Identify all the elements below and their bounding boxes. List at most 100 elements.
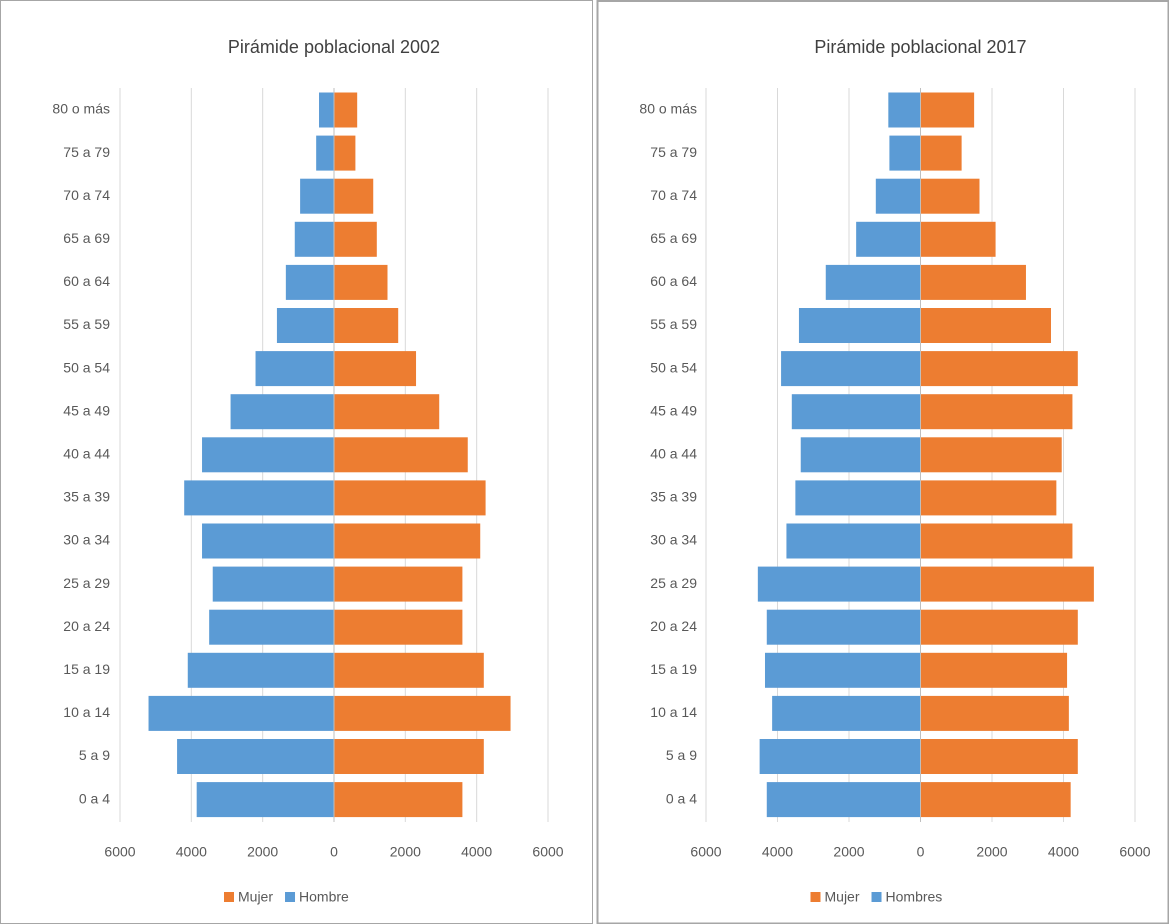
y-tick-label: 15 a 19: [650, 661, 697, 677]
y-tick-label: 80 o más: [639, 101, 697, 117]
bar: [300, 178, 334, 214]
y-tick-label: 75 a 79: [63, 144, 110, 160]
bar: [920, 480, 1057, 516]
bar: [334, 178, 374, 214]
y-tick-label: 45 a 49: [650, 402, 697, 418]
bar: [920, 92, 975, 128]
bar: [202, 437, 334, 473]
bar: [334, 351, 417, 387]
bar: [334, 480, 486, 516]
bar: [209, 609, 334, 645]
bar: [334, 523, 481, 559]
bar: [285, 264, 334, 300]
bar: [334, 652, 484, 688]
bar: [148, 695, 334, 731]
bar: [202, 523, 334, 559]
bar: [334, 394, 440, 430]
y-tick-label: 20 a 24: [63, 618, 110, 634]
y-tick-label: 60 a 64: [650, 273, 697, 289]
y-tick-label: 0 a 4: [666, 790, 697, 806]
legend-swatch: [285, 892, 296, 902]
x-tick-label: 0: [330, 844, 338, 860]
bar: [781, 351, 921, 387]
legend-label: Hombres: [886, 889, 943, 905]
bar: [800, 437, 921, 473]
bar: [334, 609, 463, 645]
bar: [875, 178, 921, 214]
bar: [212, 566, 334, 602]
bar: [889, 135, 921, 171]
y-tick-label: 70 a 74: [63, 187, 110, 203]
y-tick-label: 25 a 29: [63, 575, 110, 591]
legend-label: Mujer: [825, 889, 860, 905]
x-tick-label: 4000: [1048, 844, 1079, 860]
y-tick-label: 30 a 34: [650, 532, 697, 548]
x-tick-label: 2000: [833, 844, 864, 860]
y-tick-label: 15 a 19: [63, 661, 110, 677]
chart-title: Pirámide poblacional 2017: [814, 37, 1026, 57]
bar: [184, 480, 334, 516]
bar: [920, 782, 1071, 818]
x-tick-label: 2000: [390, 844, 421, 860]
x-tick-label: 2000: [247, 844, 278, 860]
bar: [920, 566, 1094, 602]
bar: [786, 523, 921, 559]
y-tick-label: 20 a 24: [650, 618, 697, 634]
y-tick-label: 10 a 14: [63, 704, 110, 720]
bar: [920, 437, 1062, 473]
bar: [798, 308, 921, 343]
y-tick-label: 50 a 54: [650, 359, 697, 375]
bar: [230, 394, 334, 430]
legend-label: Hombre: [299, 889, 349, 905]
bar: [920, 394, 1073, 430]
bar: [316, 135, 334, 171]
bar: [920, 652, 1068, 688]
legend-swatch: [810, 892, 821, 902]
bar: [334, 437, 468, 473]
bar: [825, 264, 921, 300]
y-tick-label: 65 a 69: [63, 230, 110, 246]
legend-swatch: [871, 892, 882, 902]
bar: [766, 782, 921, 818]
bar: [764, 652, 921, 688]
y-tick-label: 0 a 4: [79, 790, 110, 806]
y-tick-label: 35 a 39: [650, 489, 697, 505]
bar: [920, 264, 1026, 300]
y-tick-label: 75 a 79: [650, 144, 697, 160]
x-tick-label: 2000: [976, 844, 1007, 860]
x-tick-label: 6000: [690, 844, 721, 860]
bar: [888, 92, 921, 128]
legend-label: Mujer: [238, 889, 273, 905]
y-tick-label: 45 a 49: [63, 402, 110, 418]
bar: [276, 308, 334, 343]
y-tick-label: 55 a 59: [63, 316, 110, 332]
y-tick-label: 30 a 34: [63, 532, 110, 548]
chart-title: Pirámide poblacional 2002: [228, 37, 440, 57]
x-tick-label: 0: [917, 844, 925, 860]
bar: [920, 178, 980, 214]
bar: [187, 652, 334, 688]
bar: [920, 695, 1069, 731]
x-tick-label: 4000: [762, 844, 793, 860]
y-tick-label: 40 a 44: [650, 446, 697, 462]
bar: [334, 92, 358, 128]
x-tick-label: 4000: [461, 844, 492, 860]
bar: [334, 308, 399, 343]
x-tick-label: 6000: [104, 844, 135, 860]
y-tick-label: 10 a 14: [650, 704, 697, 720]
bar: [757, 566, 921, 602]
x-tick-label: 6000: [532, 844, 563, 860]
bar: [795, 480, 921, 516]
x-tick-label: 4000: [176, 844, 207, 860]
bar: [334, 695, 511, 731]
y-tick-label: 50 a 54: [63, 359, 110, 375]
y-tick-label: 55 a 59: [650, 316, 697, 332]
bar: [920, 351, 1078, 387]
bar: [791, 394, 921, 430]
bar: [319, 92, 334, 128]
bar: [920, 609, 1078, 645]
bar: [766, 609, 921, 645]
y-tick-label: 5 a 9: [666, 747, 697, 763]
y-tick-label: 25 a 29: [650, 575, 697, 591]
